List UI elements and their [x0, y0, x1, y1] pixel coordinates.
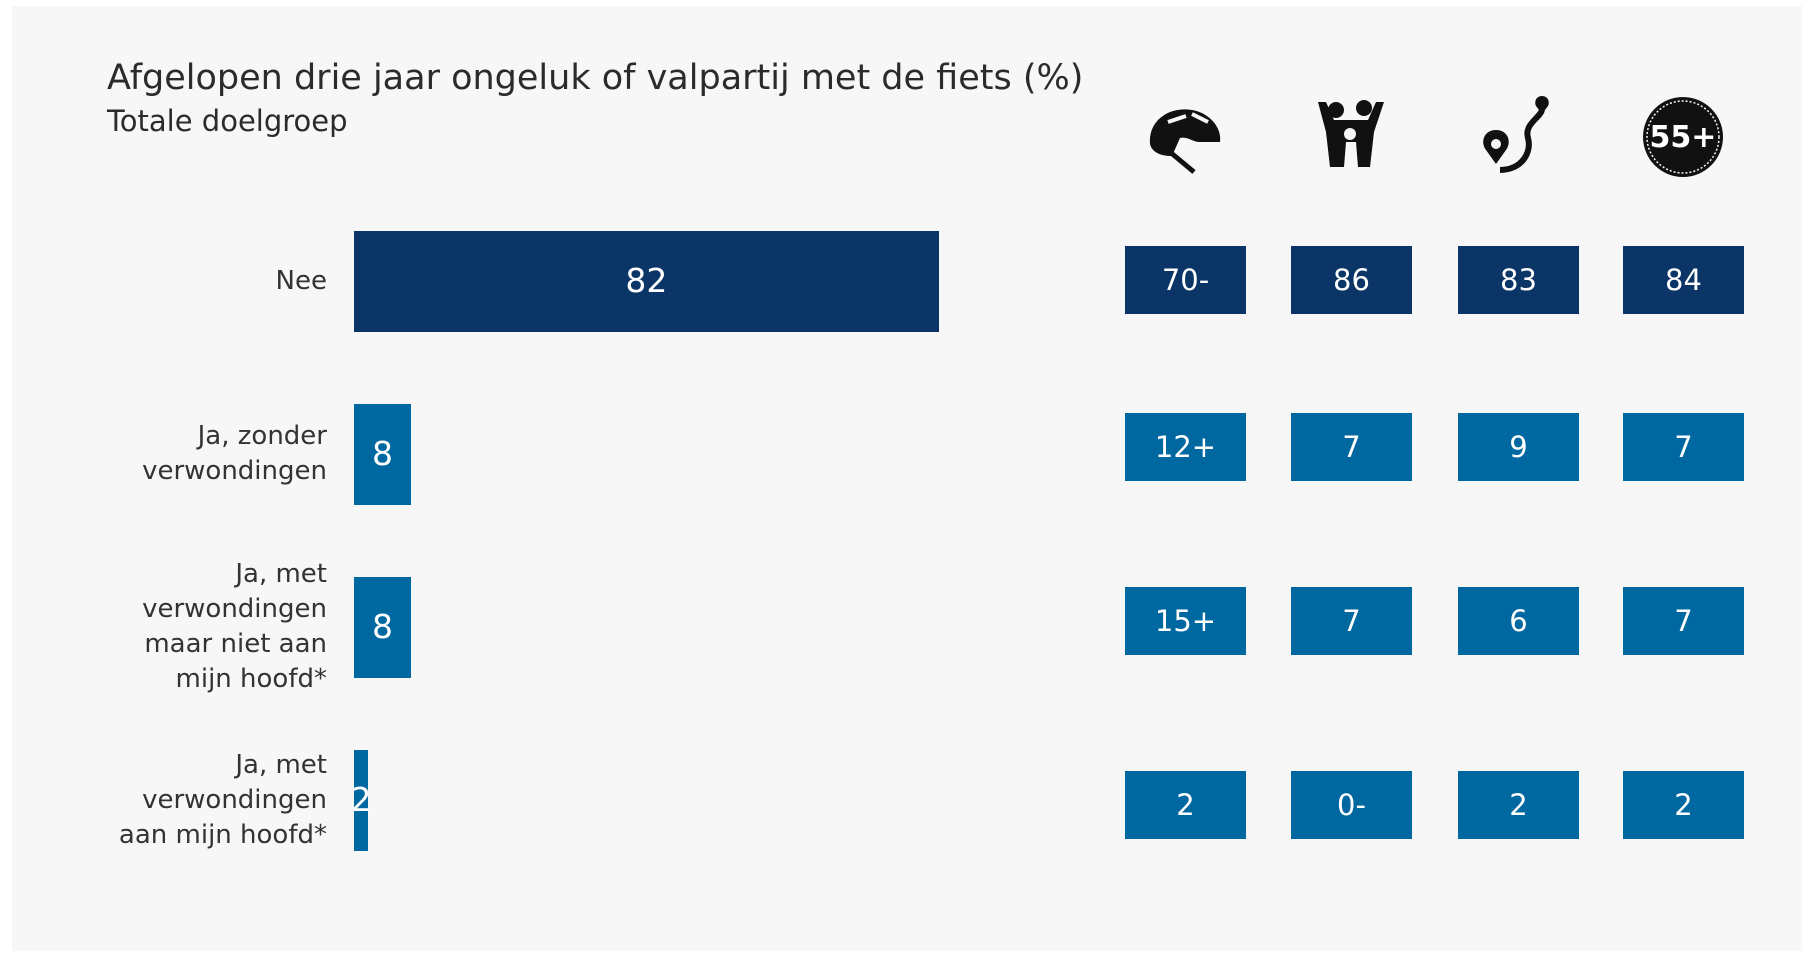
helmet-icon	[1149, 109, 1221, 174]
category-label: Nee	[275, 265, 327, 296]
bar-value-label: 8	[372, 607, 394, 646]
bar	[354, 749, 369, 851]
bar-value-label: 2	[350, 780, 372, 819]
category-label: Ja, met verwondingen maar niet aan mijn …	[142, 559, 327, 694]
segment-box: 2	[1623, 771, 1744, 839]
route-icon	[1483, 96, 1549, 173]
chart-subtitle: Totale doelgroep	[107, 104, 348, 138]
family-icon	[1318, 100, 1384, 167]
segment-box: 15+	[1125, 587, 1246, 655]
segment-box: 7	[1291, 587, 1412, 655]
segment-box: 7	[1623, 587, 1744, 655]
age-icon-label: 55+	[1650, 120, 1717, 155]
bar-value-label: 8	[372, 434, 394, 473]
segment-box: 86	[1291, 246, 1412, 314]
age-icon: 55+	[1643, 97, 1723, 177]
chart-title: Afgelopen drie jaar ongeluk of valpartij…	[107, 58, 1084, 98]
segment-box: 7	[1623, 413, 1744, 481]
segment-box: 12+	[1125, 413, 1246, 481]
segment-box: 2	[1125, 771, 1246, 839]
category-label: Ja, met verwondingen aan mijn hoofd*	[118, 749, 327, 850]
bar	[354, 576, 412, 678]
bar-value-label: 82	[625, 261, 668, 300]
segment-box: 83	[1458, 246, 1579, 314]
segment-box: 2	[1458, 771, 1579, 839]
bar	[354, 230, 939, 332]
segment-box: 6	[1458, 587, 1579, 655]
segment-box: 70-	[1125, 246, 1246, 314]
segment-box: 7	[1291, 413, 1412, 481]
segment-box: 84	[1623, 246, 1744, 314]
segment-box: 0-	[1291, 771, 1412, 839]
category-label: Ja, zonder verwondingen	[142, 421, 327, 486]
bar	[354, 403, 412, 505]
segment-box: 9	[1458, 413, 1579, 481]
